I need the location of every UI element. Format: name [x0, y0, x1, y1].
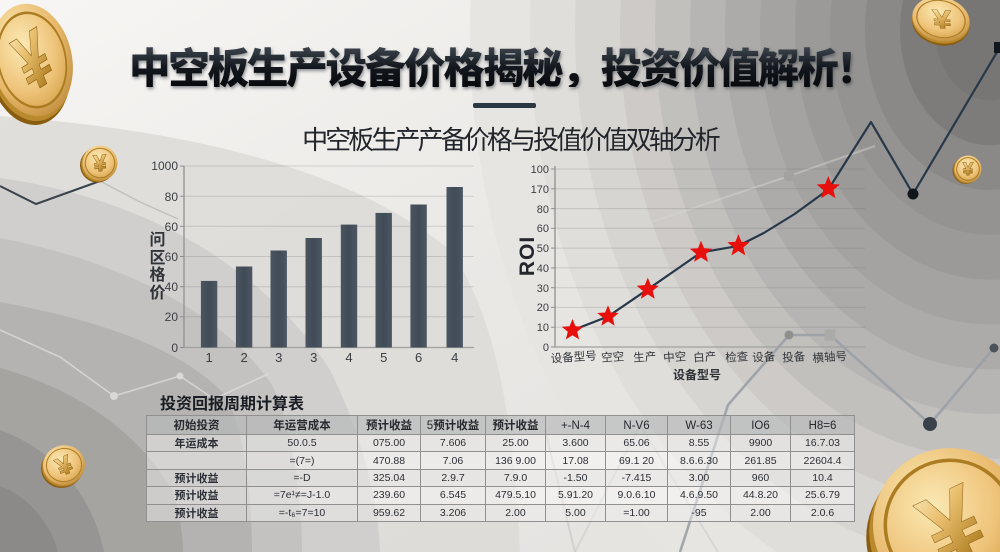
svg-text:60: 60	[165, 250, 179, 264]
svg-text:60: 60	[537, 223, 549, 235]
svg-text:40: 40	[165, 280, 179, 294]
svg-text:横轴号: 横轴号	[812, 348, 848, 366]
svg-text:0: 0	[171, 341, 178, 355]
svg-text:白产: 白产	[693, 348, 717, 366]
svg-text:1: 1	[205, 350, 212, 365]
svg-text:生产: 生产	[633, 348, 657, 366]
svg-text:30: 30	[537, 283, 549, 295]
svg-text:2: 2	[240, 350, 247, 365]
svg-text:中空: 中空	[663, 348, 687, 366]
svg-text:3: 3	[310, 350, 317, 365]
svg-text:投备: 投备	[782, 348, 807, 366]
svg-text:¥: ¥	[932, 5, 953, 35]
svg-text:50: 50	[537, 243, 549, 255]
svg-text:¥: ¥	[963, 159, 973, 179]
svg-text:80: 80	[165, 190, 179, 204]
svg-text:10: 10	[537, 322, 549, 334]
svg-text:40: 40	[537, 263, 549, 275]
svg-text:设备型号: 设备型号	[550, 347, 597, 366]
svg-text:20: 20	[537, 302, 549, 314]
svg-text:4: 4	[345, 350, 352, 365]
svg-text:60: 60	[165, 220, 179, 234]
svg-text:80: 80	[537, 204, 549, 216]
svg-text:空空: 空空	[601, 348, 625, 366]
svg-text:6: 6	[415, 350, 422, 365]
svg-text:170: 170	[531, 184, 549, 196]
svg-text:3: 3	[275, 350, 282, 365]
svg-text:4: 4	[451, 350, 458, 365]
svg-text:100: 100	[531, 164, 549, 176]
svg-text:20: 20	[165, 310, 179, 324]
svg-text:5: 5	[380, 350, 387, 365]
svg-text:0: 0	[543, 342, 549, 354]
svg-text:¥: ¥	[93, 150, 108, 177]
svg-text:1000: 1000	[151, 159, 178, 173]
svg-text:检查: 检查	[725, 348, 750, 366]
svg-text:设备: 设备	[752, 348, 777, 366]
